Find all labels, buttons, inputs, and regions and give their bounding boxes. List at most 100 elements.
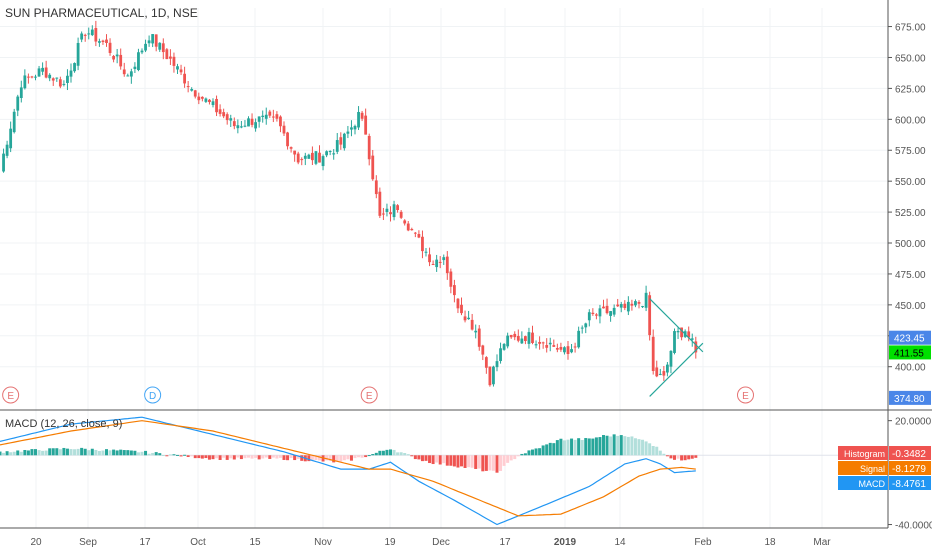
candle-body <box>694 341 698 353</box>
macd-histogram-bar <box>420 455 424 462</box>
macd-histogram-bar <box>243 455 247 459</box>
macd-histogram-bar <box>502 455 506 466</box>
macd-histogram-bar <box>381 450 385 456</box>
event-marker-label: E <box>7 391 14 402</box>
macd-histogram-bar <box>523 453 527 456</box>
candle-body <box>644 292 648 308</box>
candle-body <box>595 314 598 316</box>
candle-body <box>453 285 456 296</box>
macd-histogram-bar <box>538 448 542 456</box>
macd-histogram-bar <box>424 455 428 461</box>
macd-histogram-bar <box>328 455 332 461</box>
candle-body <box>19 87 23 99</box>
y-tick-label: 550.00 <box>895 177 926 188</box>
macd-histogram-bar <box>378 450 382 456</box>
candle-body <box>211 101 215 105</box>
macd-histogram-bar <box>658 450 662 456</box>
macd-histogram-bar <box>34 449 37 456</box>
macd-histogram-bar <box>683 455 687 461</box>
candle-body <box>495 361 499 368</box>
macd-histogram-bar <box>193 455 197 459</box>
macd-histogram-bar <box>389 449 392 456</box>
macd-histogram-bar <box>9 452 13 456</box>
macd-histogram-bar <box>55 448 59 456</box>
macd-histogram-bar <box>278 455 282 458</box>
macd-histogram-bar <box>349 455 353 461</box>
candle-body <box>176 66 179 70</box>
macd-histogram-bar <box>58 449 62 456</box>
candle-body <box>577 330 581 348</box>
candle-body <box>658 373 662 375</box>
macd-histogram-bar <box>413 455 417 460</box>
macd-histogram-bar <box>584 438 588 456</box>
candle-body <box>413 232 417 234</box>
candle-body <box>371 155 375 180</box>
macd-histogram-bar <box>26 450 30 456</box>
candle-body <box>154 34 158 47</box>
macd-histogram-bar <box>105 449 108 456</box>
price-label-box <box>889 330 931 345</box>
macd-histogram-bar <box>186 455 190 458</box>
macd-histogram-bar <box>307 455 311 462</box>
macd-histogram-bar <box>580 439 584 456</box>
candle-body <box>541 342 545 344</box>
candle-body <box>87 33 91 35</box>
y-tick-label: 600.00 <box>895 115 926 126</box>
x-tick-label: Oct <box>190 537 206 548</box>
macd-histogram-bar <box>445 455 449 466</box>
macd-histogram-bar <box>289 455 293 459</box>
macd-histogram-bar <box>115 450 119 456</box>
candle-body <box>339 137 343 145</box>
x-tick-label: Mar <box>813 537 831 548</box>
macd-histogram-bar <box>463 455 467 468</box>
candle-body <box>321 156 325 167</box>
candle-body <box>303 155 307 159</box>
macd-histogram-bar <box>488 455 492 471</box>
macd-histogram-bar <box>2 452 6 456</box>
candle-body <box>403 220 407 224</box>
macd-histogram-bar <box>296 455 300 459</box>
candle-body <box>257 116 261 122</box>
candle-body <box>545 345 549 348</box>
grid-layer <box>0 8 888 528</box>
macd-histogram-bar <box>129 450 133 456</box>
candle-body <box>48 74 52 79</box>
candle-body <box>80 33 84 40</box>
candle-body <box>382 213 385 215</box>
macd-histogram-bar <box>229 455 233 459</box>
candle-body <box>2 153 5 172</box>
candle-body <box>456 298 460 309</box>
price-layer <box>2 20 698 387</box>
macd-histogram-bar <box>271 455 275 458</box>
macd-histogram-bar <box>69 449 73 456</box>
candle-body <box>126 75 130 77</box>
macd-histogram-bar <box>23 449 27 456</box>
candle-body <box>641 306 644 308</box>
candle-body <box>687 331 691 338</box>
macd-histogram-bar <box>633 438 637 456</box>
candle-body <box>619 304 623 308</box>
macd-legend-label-box <box>838 461 888 475</box>
candle-body <box>591 312 595 314</box>
candle-body <box>218 109 222 114</box>
candle-body <box>509 334 513 338</box>
macd-histogram-bar <box>516 455 520 457</box>
macd-histogram-bar <box>161 455 165 457</box>
y-tick-label: 500.00 <box>895 239 926 250</box>
candle-body <box>598 308 602 317</box>
macd-histogram-bar <box>591 438 595 456</box>
candle-body <box>161 43 165 53</box>
macd-histogram-bar <box>37 450 41 456</box>
macd-histogram-bar <box>353 455 357 459</box>
candle-body <box>492 366 495 385</box>
macd-legend-label: MACD <box>859 479 886 489</box>
candle-body <box>460 304 463 314</box>
macd-histogram-bar <box>236 455 240 458</box>
candle-body <box>293 150 297 155</box>
candle-body <box>112 56 115 60</box>
macd-histogram-bar <box>5 451 9 456</box>
trendline <box>649 342 704 397</box>
candle-body <box>609 311 612 316</box>
macd-histogram-bar <box>172 454 176 456</box>
macd-histogram-bar <box>250 455 254 459</box>
